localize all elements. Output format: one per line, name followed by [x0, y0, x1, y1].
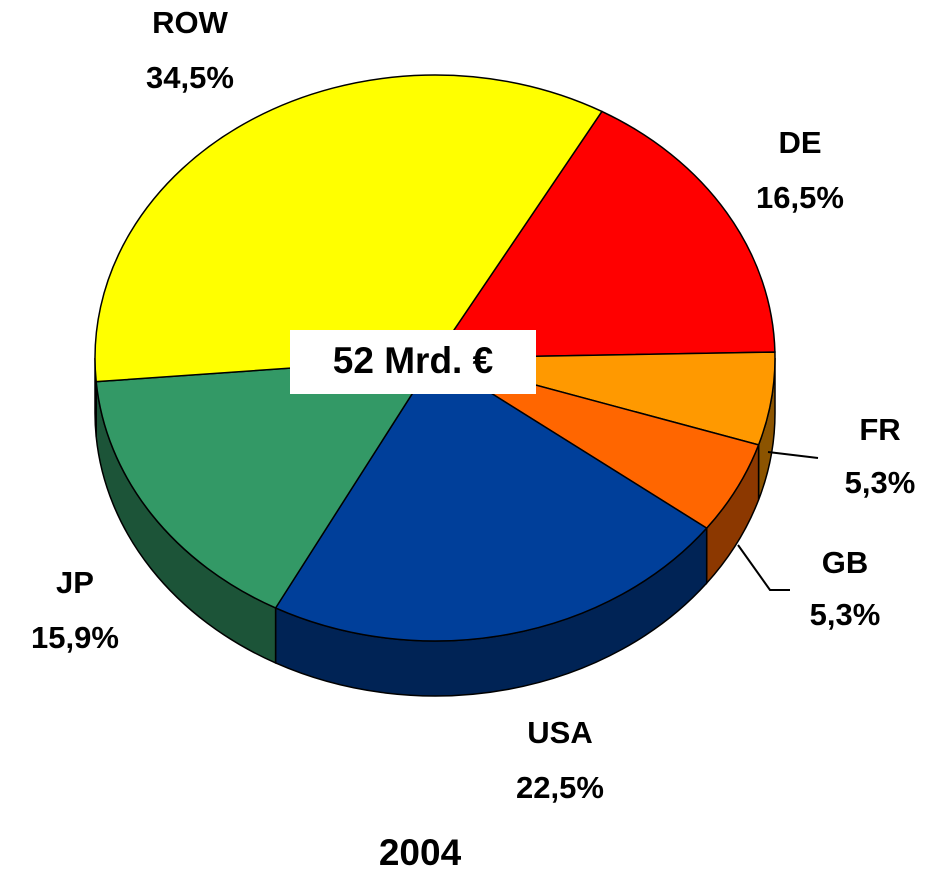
value-label: 22,5%: [516, 770, 604, 805]
value-label: 5,3%: [845, 465, 916, 500]
leader-line: [737, 544, 790, 591]
slice-label: USA: [527, 715, 592, 750]
slice: [433, 110, 776, 359]
slice: [274, 356, 708, 642]
center-label-box: [290, 330, 536, 394]
slice-label: ROW: [152, 5, 229, 40]
leader-line: [767, 451, 819, 459]
value-label: 16,5%: [756, 180, 844, 215]
slice-label: DE: [778, 125, 821, 160]
chart-title: 2004: [379, 832, 462, 873]
pie-tops: [94, 74, 776, 642]
slice-label: JP: [56, 565, 94, 600]
center-label: 52 Mrd. €: [333, 340, 493, 381]
slice: [94, 74, 604, 383]
slice-label: GB: [822, 545, 869, 580]
value-label: 5,3%: [810, 597, 881, 632]
value-label: 15,9%: [31, 620, 119, 655]
slice-label: FR: [859, 412, 900, 447]
slice: [95, 357, 437, 609]
value-label: 34,5%: [146, 60, 234, 95]
